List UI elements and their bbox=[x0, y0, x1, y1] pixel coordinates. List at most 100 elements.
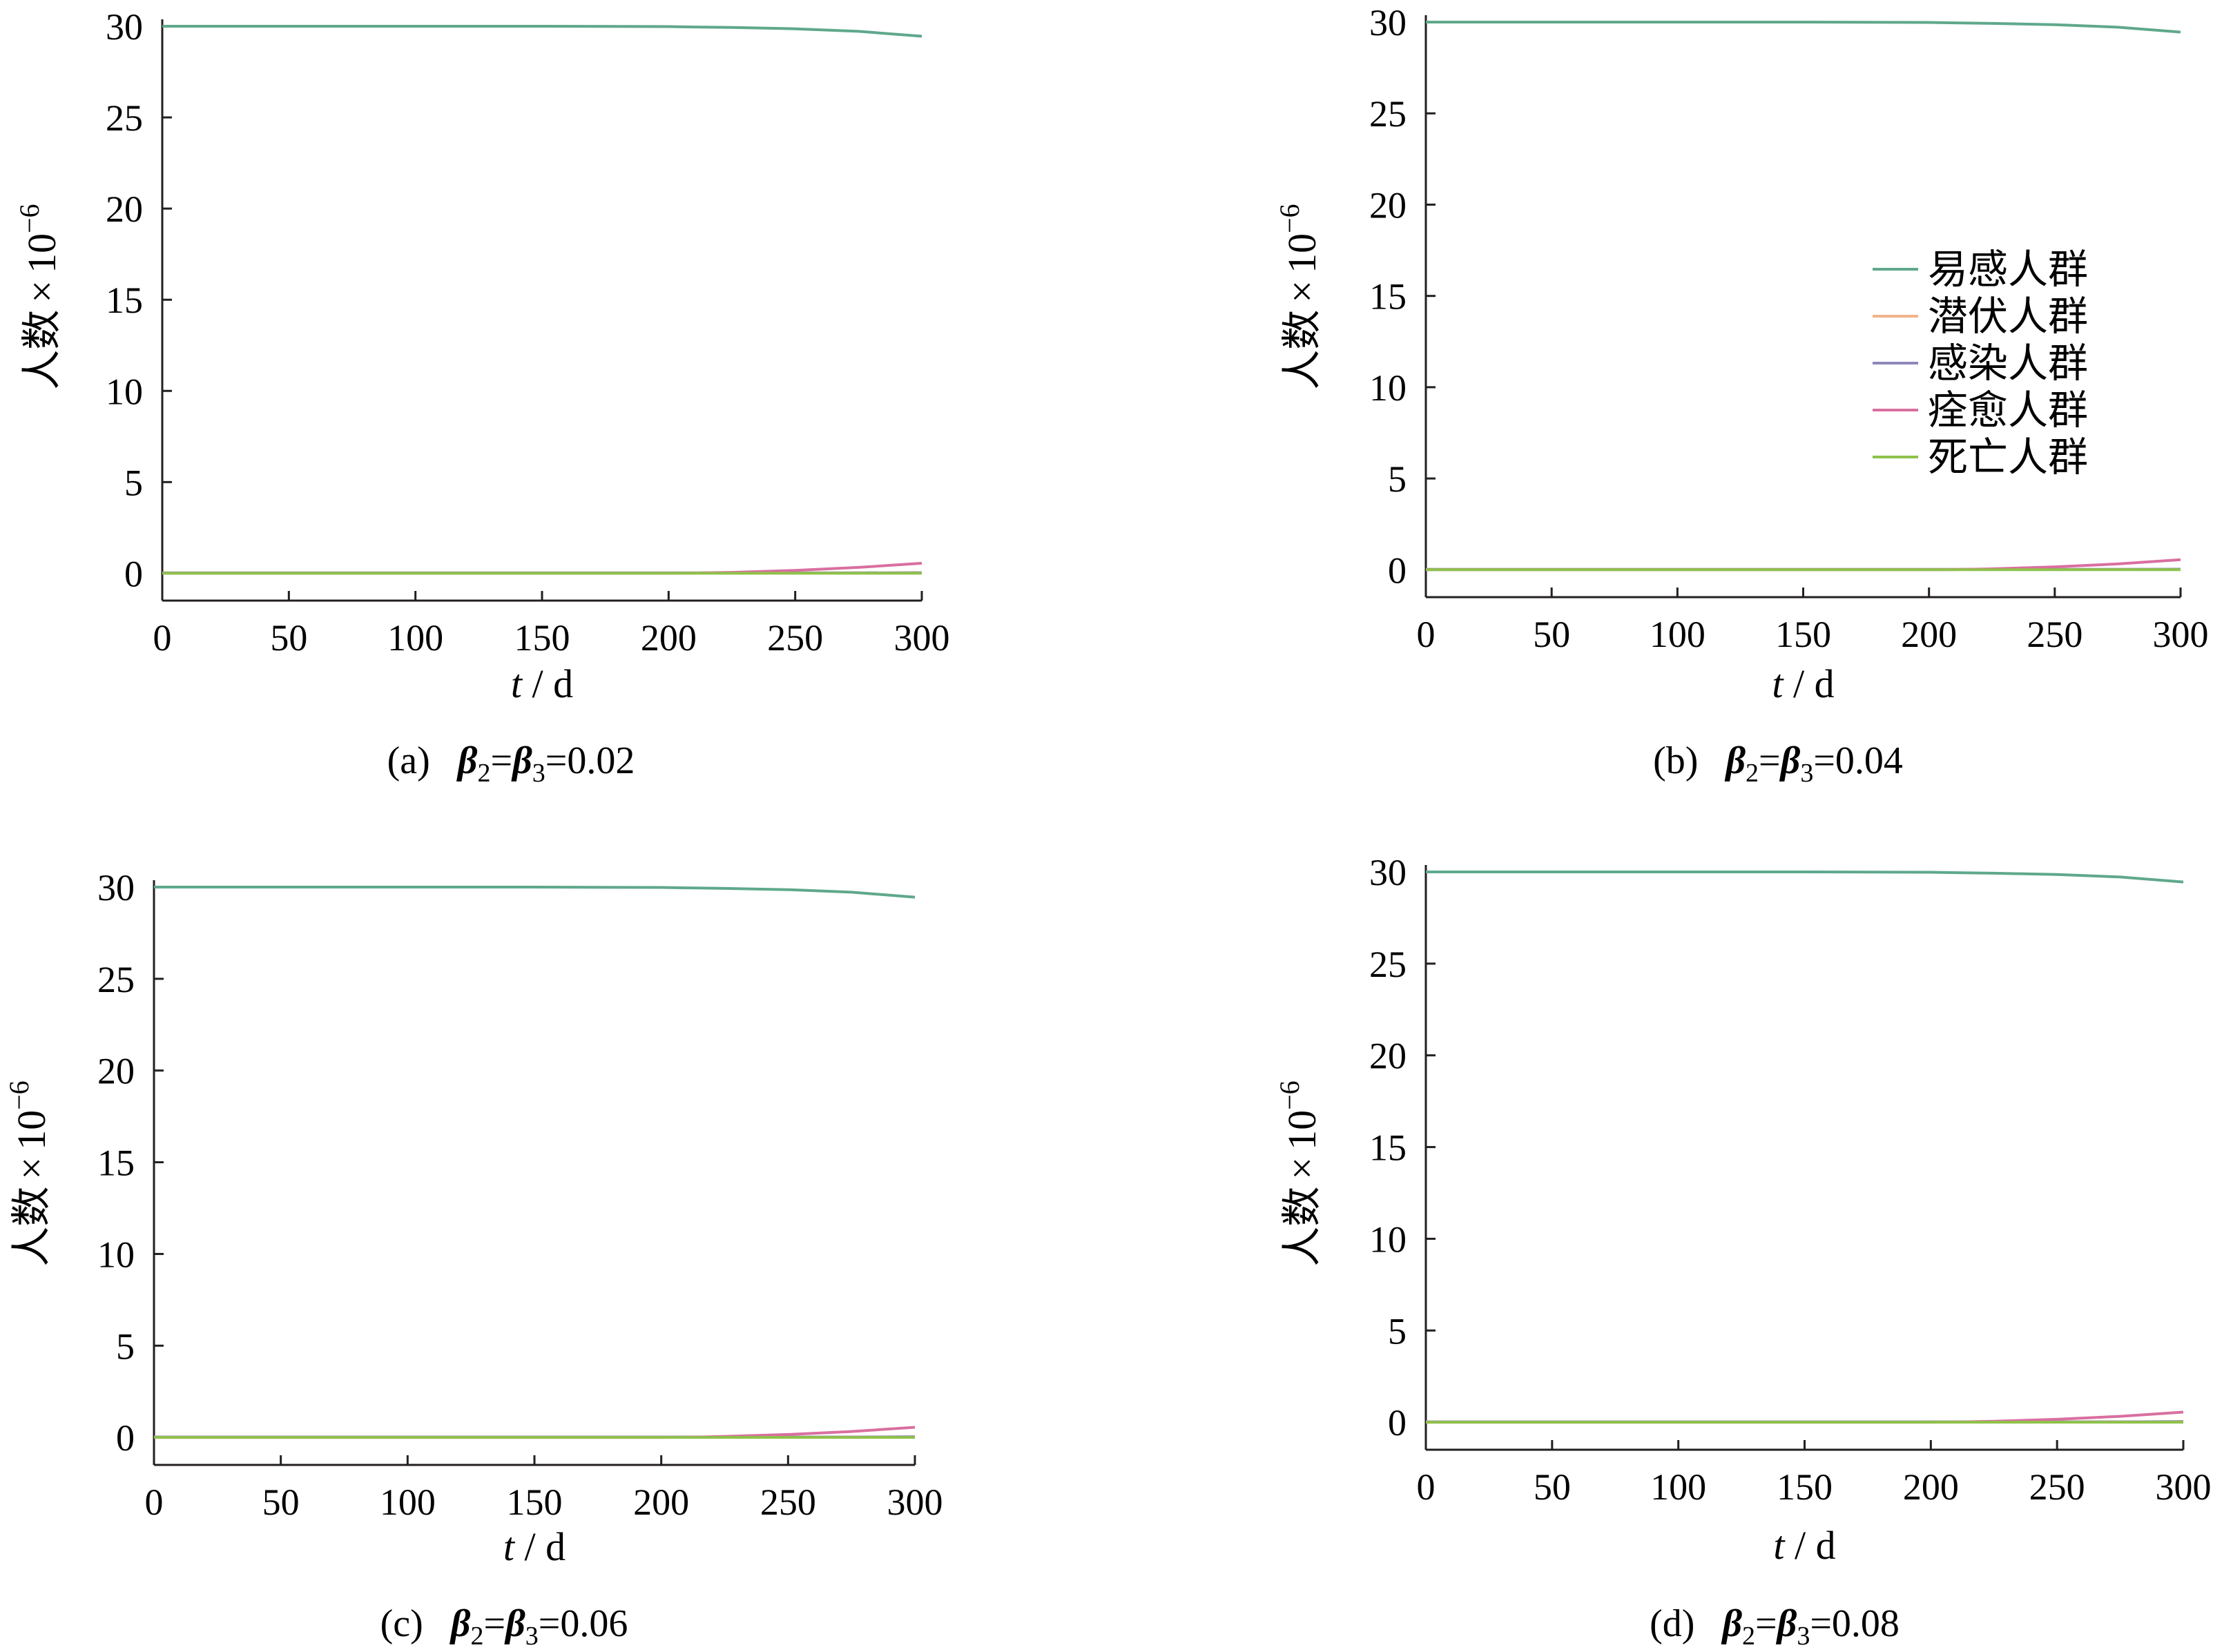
y-tick-label: 15 bbox=[106, 280, 143, 321]
x-axis-label-var: t bbox=[1773, 1523, 1786, 1568]
x-axis-label: t / d bbox=[1772, 661, 1834, 706]
panel-caption: (d) β2=β3=0.08 bbox=[1650, 1602, 1900, 1651]
y-tick-label: 15 bbox=[1369, 276, 1407, 318]
caption-beta2-sub: 2 bbox=[477, 759, 490, 788]
caption-prefix: (b) bbox=[1653, 739, 1698, 782]
x-tick-label: 0 bbox=[145, 1481, 164, 1523]
x-axis-label-var: t bbox=[503, 1524, 516, 1569]
panel-caption: (c) β2=β3=0.06 bbox=[380, 1602, 628, 1651]
y-tick-label: 30 bbox=[1369, 2, 1407, 43]
caption-value: 0.02 bbox=[567, 739, 635, 782]
y-tick-label: 20 bbox=[1369, 1036, 1407, 1077]
series-line-0 bbox=[1426, 871, 2184, 884]
y-axis-label: 人数 × 10−6 bbox=[3, 1080, 55, 1266]
caption-beta2-sub: 2 bbox=[1746, 759, 1759, 788]
x-tick-label: 100 bbox=[1650, 614, 1705, 655]
y-axis-label-base: 10 bbox=[9, 1110, 54, 1150]
x-axis-label: t / d bbox=[1773, 1523, 1835, 1568]
caption-equals-1: = bbox=[490, 739, 512, 782]
x-tick-label: 50 bbox=[1534, 1466, 1571, 1508]
x-tick-label: 250 bbox=[2029, 1466, 2085, 1508]
caption-beta2-sub: 2 bbox=[470, 1622, 483, 1651]
y-tick-label: 20 bbox=[97, 1051, 135, 1092]
caption-beta3: β bbox=[504, 1602, 525, 1645]
caption-equals-1: = bbox=[1755, 1602, 1777, 1645]
y-tick-label: 25 bbox=[1369, 93, 1407, 135]
caption-equals-2: = bbox=[545, 739, 568, 782]
x-tick-label: 50 bbox=[262, 1481, 300, 1523]
legend-label-2: 感染人群 bbox=[1928, 340, 2088, 387]
caption-beta3-sub: 3 bbox=[1797, 1622, 1810, 1651]
y-axis-label-times: × bbox=[9, 1157, 54, 1180]
y-axis-label-text: 人数 bbox=[8, 1187, 55, 1267]
y-tick-label: 15 bbox=[1369, 1127, 1407, 1169]
y-axis-label-exp: −6 bbox=[14, 204, 45, 233]
caption-value: 0.04 bbox=[1835, 739, 1903, 782]
x-tick-label: 0 bbox=[153, 617, 172, 659]
y-axis-label-times: × bbox=[1279, 1157, 1324, 1180]
y-axis-label-base: 10 bbox=[1279, 1110, 1324, 1150]
y-tick-label: 20 bbox=[1369, 184, 1407, 226]
x-axis-label-unit: d bbox=[553, 661, 573, 706]
chart-panel-d: 0 50 100 150 200 250 300 0 5 10 15 20 25 30 t / d 人数 × 10… bbox=[1274, 852, 2212, 1651]
caption-beta3: β bbox=[511, 739, 532, 782]
y-tick-label: 25 bbox=[1369, 944, 1407, 985]
caption-beta3: β bbox=[1779, 739, 1801, 782]
caption-beta2: β bbox=[456, 739, 478, 782]
caption-equals-1: = bbox=[483, 1602, 505, 1645]
y-tick-label: 5 bbox=[124, 462, 143, 503]
y-axis-label: 人数 × 10−6 bbox=[14, 204, 65, 389]
caption-beta3-sub: 3 bbox=[525, 1622, 539, 1651]
panel-caption: (a) β2=β3=0.02 bbox=[387, 739, 635, 788]
caption-beta2: β bbox=[450, 1602, 471, 1645]
y-axis-label-times: × bbox=[19, 280, 64, 303]
x-tick-label: 250 bbox=[760, 1481, 816, 1523]
y-tick-label: 30 bbox=[106, 6, 143, 48]
x-tick-label: 150 bbox=[514, 617, 570, 659]
x-tick-label: 200 bbox=[641, 617, 697, 659]
chart-panel-b: 0 50 100 150 200 250 300 0 5 10 15 20 25 30 t / d 人数 × 10… bbox=[1274, 2, 2209, 788]
caption-equals-2: = bbox=[1810, 1602, 1832, 1645]
x-axis-label: t / d bbox=[503, 1524, 566, 1569]
x-tick-label: 200 bbox=[1901, 614, 1957, 655]
x-axis-label-unit: d bbox=[545, 1524, 566, 1569]
x-axis-label-unit: d bbox=[1816, 1523, 1836, 1568]
y-axis-label-times: × bbox=[1279, 280, 1324, 303]
x-tick-label: 0 bbox=[1417, 614, 1436, 655]
series-line-0 bbox=[162, 25, 922, 38]
legend-label-0: 易感人群 bbox=[1928, 246, 2088, 293]
caption-value: 0.08 bbox=[1832, 1602, 1900, 1645]
y-tick-label: 0 bbox=[1388, 1402, 1407, 1444]
y-axis-label-text: 人数 bbox=[1278, 1187, 1325, 1267]
x-tick-label: 100 bbox=[387, 617, 443, 659]
y-tick-label: 0 bbox=[124, 553, 143, 594]
caption-beta2: β bbox=[1724, 739, 1746, 782]
x-axis-label-unit: d bbox=[1815, 661, 1835, 706]
x-tick-label: 150 bbox=[1777, 1466, 1833, 1508]
y-axis-label-exp: −6 bbox=[3, 1080, 35, 1110]
y-axis-label-exp: −6 bbox=[1274, 1080, 1305, 1110]
series-line-0 bbox=[154, 886, 916, 899]
x-tick-label: 150 bbox=[507, 1481, 563, 1523]
x-tick-label: 250 bbox=[2027, 614, 2082, 655]
y-tick-label: 10 bbox=[1369, 367, 1407, 409]
y-tick-label: 25 bbox=[97, 959, 135, 1000]
x-tick-label: 50 bbox=[1533, 614, 1570, 655]
x-tick-label: 300 bbox=[894, 617, 950, 659]
caption-equals-1: = bbox=[1759, 739, 1781, 782]
caption-beta3: β bbox=[1776, 1602, 1797, 1645]
y-axis-label-base: 10 bbox=[19, 233, 64, 273]
legend-label-4: 死亡人群 bbox=[1928, 434, 2088, 480]
x-tick-label: 200 bbox=[633, 1481, 689, 1523]
y-tick-label: 15 bbox=[97, 1143, 135, 1184]
x-axis-label-var: t bbox=[511, 661, 523, 706]
y-axis-label-text: 人数 bbox=[18, 310, 65, 390]
y-tick-label: 5 bbox=[1388, 1310, 1407, 1352]
x-axis-label: t / d bbox=[511, 661, 573, 706]
x-tick-label: 150 bbox=[1775, 614, 1831, 655]
x-tick-label: 250 bbox=[767, 617, 823, 659]
y-tick-label: 20 bbox=[106, 188, 143, 230]
y-axis-label-exp: −6 bbox=[1274, 204, 1305, 233]
